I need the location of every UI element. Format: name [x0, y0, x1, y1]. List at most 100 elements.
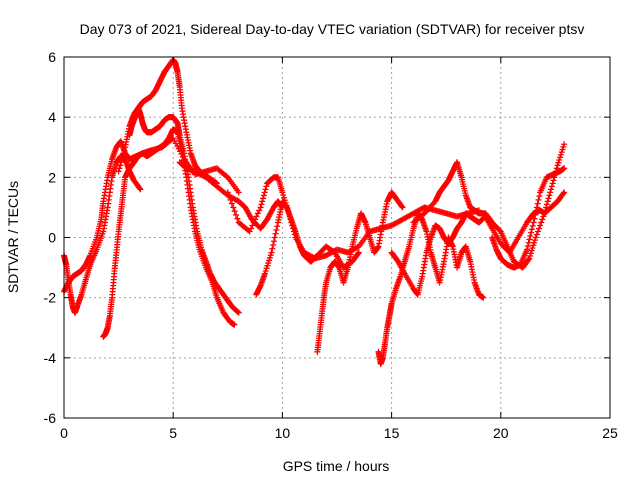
data-point-marker [541, 210, 548, 217]
x-tick-label: 0 [60, 425, 68, 441]
data-point-marker [528, 229, 535, 236]
data-point-marker [539, 216, 546, 223]
data-point-marker [545, 195, 552, 202]
data-point-marker [224, 189, 231, 196]
data-point-marker [253, 213, 260, 220]
data-point-marker [269, 245, 276, 252]
data-point-marker [246, 228, 253, 235]
series-arc-4 [115, 105, 242, 316]
data-point-marker [531, 215, 538, 222]
series-arc-1 [61, 153, 144, 316]
data-point-marker [270, 238, 277, 245]
data-point-marker [524, 246, 531, 253]
data-point-marker [561, 189, 568, 196]
data-layer [61, 57, 568, 367]
data-point-marker [534, 228, 541, 235]
data-point-marker [540, 213, 547, 220]
data-point-marker [230, 204, 237, 211]
data-point-marker [258, 201, 265, 208]
data-point-marker [496, 227, 503, 234]
data-point-marker [399, 204, 406, 211]
data-point-marker [257, 204, 264, 211]
data-point-marker [274, 223, 281, 230]
data-point-marker [533, 208, 540, 215]
data-point-marker [261, 189, 268, 196]
data-point-marker [546, 192, 553, 199]
data-point-marker [355, 250, 362, 257]
x-tick-label: 20 [493, 425, 509, 441]
data-point-marker [248, 225, 255, 232]
y-axis-label: SDTVAR / TECUs [5, 181, 21, 293]
data-point-marker [543, 204, 550, 211]
data-point-marker [256, 207, 263, 214]
data-point-marker [115, 168, 122, 175]
y-tick-label: -4 [44, 350, 57, 366]
data-point-marker [234, 308, 241, 315]
x-tick-label: 5 [169, 425, 177, 441]
data-point-marker [252, 216, 259, 223]
data-point-marker [543, 201, 550, 208]
series-arc-9 [314, 189, 406, 355]
data-point-marker [527, 232, 534, 239]
data-point-marker [260, 195, 267, 202]
data-point-marker [560, 190, 567, 197]
data-point-marker [355, 249, 362, 256]
data-point-marker [273, 226, 280, 233]
data-point-marker [535, 196, 542, 203]
data-point-marker [480, 294, 487, 301]
data-point-marker [548, 183, 555, 190]
data-point-marker [525, 256, 532, 263]
data-point-marker [228, 200, 235, 207]
data-point-marker [137, 186, 144, 193]
x-axis-label: GPS time / hours [283, 458, 390, 474]
data-point-marker [231, 321, 238, 328]
data-point-marker [544, 198, 551, 205]
data-point-marker [117, 162, 124, 169]
series-arc-12 [410, 141, 568, 271]
data-point-marker [116, 165, 123, 172]
data-point-marker [270, 242, 277, 249]
data-point-marker [235, 189, 242, 196]
data-point-marker [263, 183, 270, 190]
data-point-marker [398, 203, 405, 210]
data-point-marker [249, 222, 256, 229]
chart-title: Day 073 of 2021, Sidereal Day-to-day VTE… [80, 21, 585, 37]
data-point-marker [561, 141, 568, 148]
series-arc-11 [388, 189, 568, 298]
data-point-marker [534, 200, 541, 207]
data-point-marker [136, 185, 143, 192]
y-tick-label: 6 [48, 49, 56, 65]
grid-layer [64, 57, 610, 418]
tick-layer: 0 5 10 15 20 25 -6 -4 -2 0 2 4 6 [44, 49, 618, 441]
y-tick-label: 4 [48, 109, 56, 125]
data-point-marker [547, 189, 554, 196]
data-point-marker [259, 198, 266, 205]
data-point-marker [268, 249, 275, 256]
data-point-marker [526, 236, 533, 243]
y-tick-label: 0 [48, 230, 56, 246]
data-point-marker [533, 231, 540, 238]
data-point-marker [254, 210, 261, 217]
data-point-marker [260, 192, 267, 199]
data-point-marker [528, 226, 535, 233]
data-point-marker [533, 204, 540, 211]
data-point-marker [119, 153, 126, 160]
data-point-marker [232, 211, 239, 218]
data-point-marker [549, 180, 556, 187]
data-point-marker [525, 239, 532, 246]
data-point-marker [120, 150, 127, 157]
data-point-marker [234, 215, 241, 222]
data-point-marker [530, 219, 537, 226]
data-point-marker [226, 193, 233, 200]
data-point-marker [548, 186, 555, 193]
series-arc-8 [253, 198, 362, 298]
data-point-marker [532, 211, 539, 218]
data-point-marker [537, 222, 544, 229]
data-point-marker [227, 196, 234, 203]
data-point-marker [118, 159, 125, 166]
data-point-marker [538, 219, 545, 226]
data-point-marker [231, 208, 238, 215]
data-point-marker [118, 156, 125, 163]
data-point-marker [250, 219, 257, 226]
